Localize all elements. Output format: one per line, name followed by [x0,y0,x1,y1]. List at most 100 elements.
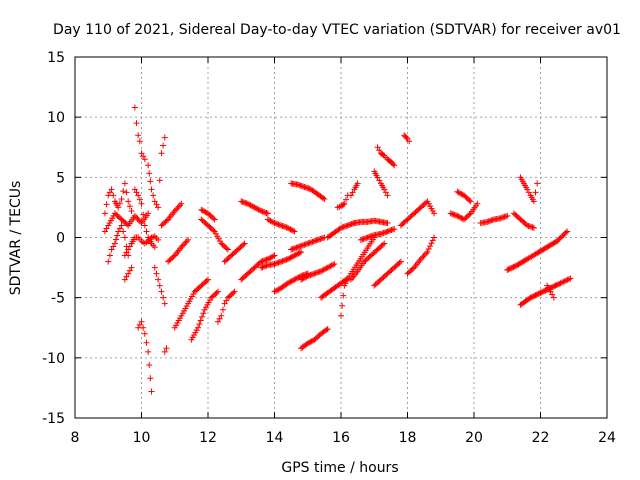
data-point-arc9 [145,348,152,355]
data-point-arc27 [326,263,333,270]
data-point-arc17 [224,246,231,253]
data-point-arc23 [291,252,298,259]
data-point-arc11 [163,345,170,352]
data-point-arc48 [566,276,572,283]
data-point-arc3 [111,240,118,247]
data-point-arc37 [374,174,381,181]
data-point-arc24 [294,275,301,282]
data-point-arc24 [274,287,281,294]
data-point-arc27 [298,276,305,283]
data-point-arc6 [135,192,142,199]
x-tick-label: 22 [532,430,550,446]
data-point-arc10 [156,282,163,289]
data-point-arc23 [288,253,295,260]
data-point-arc18 [230,289,237,296]
data-point-arc20 [264,210,271,217]
data-point-arc4 [133,120,140,127]
data-point-arc10 [160,294,167,301]
data-point-arc12 [173,206,180,213]
data-point-arc7 [123,249,130,256]
data-point-arc41 [421,251,428,258]
data-point-arc6 [141,222,148,229]
data-point-arc24 [290,277,297,284]
data-point-arc22 [286,225,293,232]
data-point-arc5 [155,204,162,211]
data-point-arc42 [454,212,461,219]
data-point-arc1 [128,208,135,215]
x-tick-label: 20 [465,430,483,446]
data-point-arc2 [135,217,142,224]
data-point-arc49 [547,288,554,295]
y-tick-label: 5 [56,170,65,186]
data-point-arc2 [134,215,141,222]
data-point-arc43 [454,188,461,195]
data-point-arc20 [246,201,253,208]
data-point-arc36 [374,144,381,151]
data-point-arc41 [424,248,431,255]
data-point-arc16 [199,207,206,214]
data-point-arc22 [268,218,275,225]
data-point-arc47 [562,229,569,236]
data-point-arc8 [126,267,133,274]
data-point-arc28 [304,340,311,347]
data-point-arc32 [349,189,356,196]
data-point-arc48 [558,279,565,286]
data-point-arc8 [123,273,130,280]
data-point-arc46 [525,189,532,196]
data-point-arc24 [275,286,282,293]
data-point-arc1 [121,180,128,187]
data-point-arc39 [431,210,438,217]
data-point-arc46 [532,189,539,196]
data-point-arc10 [161,300,168,307]
data-point-arc2 [145,210,152,217]
data-point-arc23 [298,248,305,255]
x-tick-label: 18 [399,430,417,446]
data-point-arc18 [221,300,228,307]
data-point-arc1 [103,201,110,208]
data-point-arc8 [121,276,128,283]
data-point-arc9 [140,324,147,331]
data-point-arc18 [231,288,238,295]
data-point-arc27 [331,260,338,267]
data-point-arc20 [256,207,263,214]
data-point-arc1 [110,192,117,199]
data-point-arc17 [210,227,217,234]
data-point-arc1 [123,189,130,196]
data-point-arc18 [214,318,221,325]
data-point-arc37 [376,177,383,184]
data-point-arc24 [271,288,278,295]
data-point-arc27 [330,261,337,268]
data-point-arc9 [141,330,148,337]
data-point-arc32 [347,192,354,199]
data-point-arc20 [254,205,261,212]
data-point-arc41 [425,246,432,253]
data-point-arc8 [125,270,132,277]
data-point-arc21 [268,253,275,260]
data-point-arc16 [210,215,217,222]
data-point-arc23 [286,255,293,262]
data-point-arc41 [419,254,426,261]
data-point-arc43 [466,197,473,204]
data-point-arc24 [272,287,279,294]
data-point-arc4 [136,138,143,145]
data-point-arc9 [138,318,145,325]
data-point-arc40 [406,138,413,145]
data-point-arc8 [128,264,135,271]
data-point-arc5 [156,177,163,184]
data-point-arc10 [158,288,165,295]
data-point-arc15 [214,288,221,295]
data-point-arc41 [429,237,436,244]
data-point-arc24 [284,280,291,287]
data-point-arc22 [266,217,273,224]
y-tick-label: 15 [47,50,65,66]
data-point-arc3 [118,222,125,229]
data-point-arc5 [148,186,155,193]
data-point-arc41 [409,265,416,272]
data-point-arc49 [549,291,556,298]
data-point-arc12 [163,217,170,224]
data-point-arc3 [121,234,128,241]
data-point-arc18 [218,312,225,319]
data-point-arc2 [103,225,110,232]
data-point-arc50 [339,302,346,309]
data-point-arc48 [556,280,563,287]
